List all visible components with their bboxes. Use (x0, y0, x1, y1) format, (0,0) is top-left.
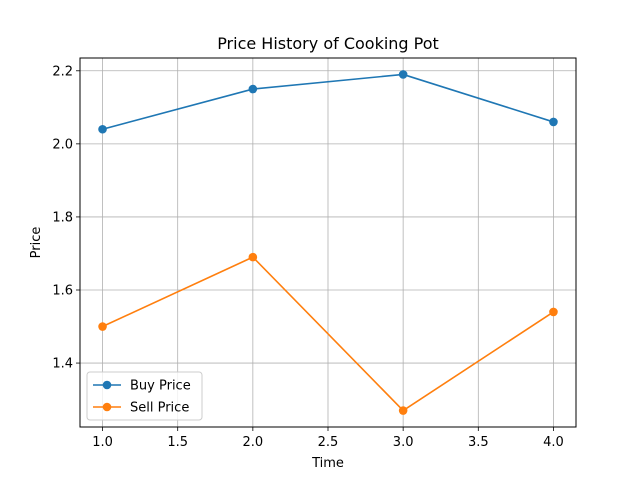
x-tick-label: 2.5 (318, 435, 339, 450)
legend-marker (102, 402, 112, 412)
y-tick-label: 2.2 (52, 64, 73, 79)
data-point (248, 252, 258, 262)
data-point (98, 322, 107, 331)
series-line (102, 73, 554, 131)
series-layer (98, 70, 558, 415)
legend-item: Buy Price (93, 379, 191, 394)
legend-label: Sell Price (130, 401, 189, 416)
x-tick-label: 4.0 (543, 435, 564, 450)
legend-item: Sell Price (93, 401, 189, 416)
data-point (398, 70, 408, 79)
y-tick-label: 1.8 (52, 210, 73, 225)
x-tick-label: 1.0 (92, 435, 113, 450)
series-0 (98, 70, 558, 134)
y-tick-label: 1.4 (52, 357, 73, 372)
legend-box (86, 371, 203, 421)
x-axis-label: Time (311, 456, 344, 471)
x-tick-label: 1.5 (167, 435, 188, 450)
grid (80, 58, 576, 427)
x-tick-label: 2.0 (243, 435, 264, 450)
data-point (398, 406, 408, 415)
y-axis-label: Price (29, 227, 44, 259)
data-point (549, 307, 558, 317)
data-point (549, 117, 558, 127)
legend: Buy Price Sell Price (86, 371, 203, 421)
series-1 (98, 252, 558, 415)
data-point (98, 124, 107, 134)
ticks: 1.0 1.5 2.0 2.5 3.0 3.5 4.0 1.4 1.6 1.8 2.0 2.2 (52, 64, 563, 450)
y-tick-label: 2.0 (52, 137, 73, 152)
data-point (248, 84, 258, 94)
series-line (102, 256, 554, 412)
y-tick-label: 1.6 (52, 283, 73, 298)
legend-marker (102, 380, 112, 390)
legend-label: Buy Price (130, 379, 191, 394)
x-tick-label: 3.5 (468, 435, 489, 450)
chart-title: Price History of Cooking Pot (217, 34, 439, 53)
x-tick-label: 3.0 (393, 435, 414, 450)
